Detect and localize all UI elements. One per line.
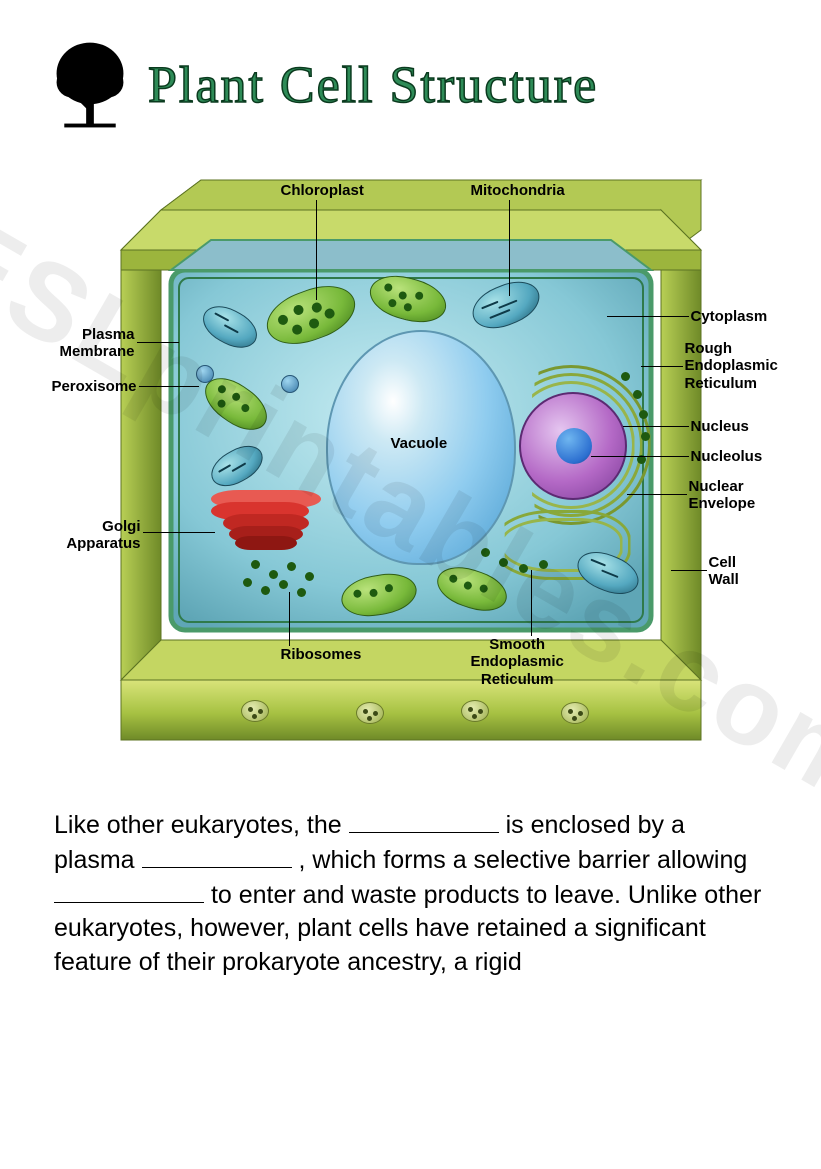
blank-1[interactable] xyxy=(349,808,499,833)
plant-cell-diagram: Vacuole xyxy=(51,140,771,780)
label-peroxisome: Peroxisome xyxy=(41,378,137,395)
tree-icon xyxy=(50,40,130,130)
page-title: Plant Cell Structure xyxy=(148,56,598,115)
vacuole-label: Vacuole xyxy=(391,435,448,452)
label-ribosomes: Ribosomes xyxy=(281,646,362,663)
label-nuclear-envelope: Nuclear Envelope xyxy=(689,478,756,513)
label-nucleus: Nucleus xyxy=(691,418,749,435)
blank-3[interactable] xyxy=(54,878,204,903)
label-golgi: Golgi Apparatus xyxy=(61,518,141,553)
label-cytoplasm: Cytoplasm xyxy=(691,308,768,325)
golgi-apparatus xyxy=(211,490,321,560)
plasmodesmata xyxy=(241,700,269,722)
ribosome xyxy=(251,560,260,569)
label-cell-wall: Cell Wall xyxy=(709,554,739,589)
label-mitochondria: Mitochondria xyxy=(471,182,565,199)
text-seg-2: , which forms a selective barrier allowi… xyxy=(299,846,748,874)
label-chloroplast: Chloroplast xyxy=(281,182,364,199)
worksheet-header: Plant Cell Structure xyxy=(50,40,771,130)
peroxisome xyxy=(196,365,214,383)
label-nucleolus: Nucleolus xyxy=(691,448,763,465)
worksheet-paragraph: Like other eukaryotes, the is enclosed b… xyxy=(50,808,771,980)
blank-2[interactable] xyxy=(142,843,292,868)
label-rough-er: Rough Endoplasmic Reticulum xyxy=(685,340,778,392)
label-smooth-er: Smooth Endoplasmic Reticulum xyxy=(471,636,564,688)
label-plasma-membrane: Plasma Membrane xyxy=(47,326,135,361)
nucleolus xyxy=(556,428,592,464)
text-seg-0: Like other eukaryotes, the xyxy=(54,811,349,839)
